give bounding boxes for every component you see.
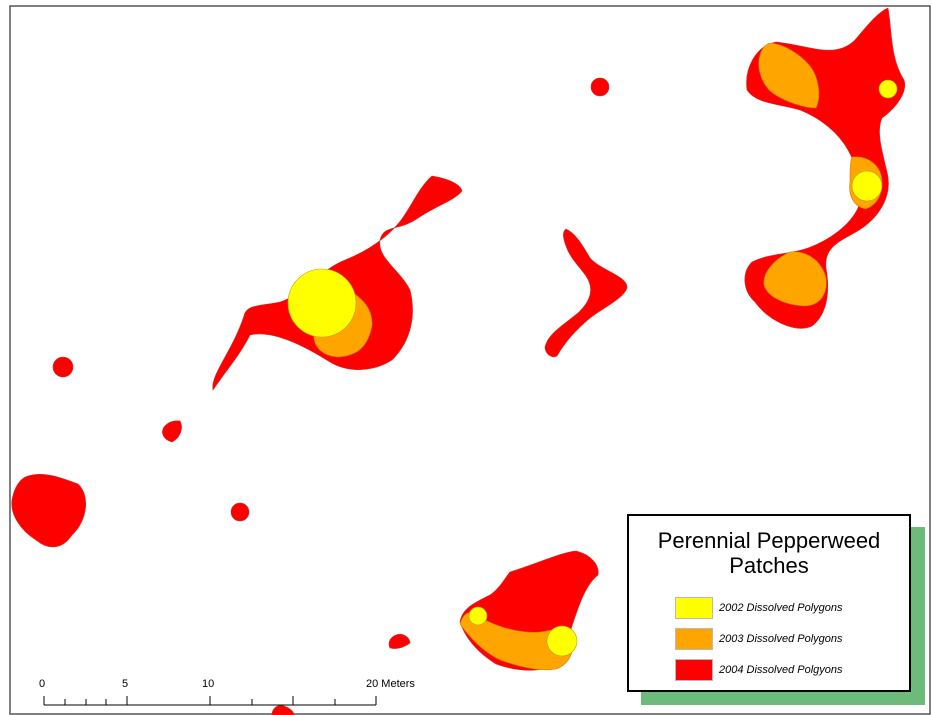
patch-2004-dot-west: [52, 356, 74, 378]
patch-2002-south-small: [468, 606, 488, 626]
patch-2004-bottom-edge: [271, 705, 295, 715]
legend-title: Perennial Pepperweed Patches: [629, 528, 909, 578]
legend-swatch-2004: [675, 659, 713, 681]
patch-2002-ne-middle: [851, 170, 883, 202]
scale-label-0: 0: [39, 678, 46, 690]
legend-label-2004: 2004 Dissolved Polgyons: [719, 664, 843, 676]
legend-item-2004: 2004 Dissolved Polgyons: [675, 658, 843, 682]
scale-label-20: 20 Meters: [366, 678, 415, 690]
patch-2002-ne-small: [878, 79, 898, 99]
patch-2004-dot-center: [230, 502, 250, 522]
legend-title-line1: Perennial Pepperweed: [657, 528, 881, 553]
map-border: [9, 5, 931, 715]
scale-bar-line: [43, 696, 377, 706]
scale-label-10: 10: [202, 678, 215, 690]
patch-2004-dot-north: [590, 77, 610, 97]
patch-2004-west-blob: [11, 473, 86, 548]
patch-2004-small-west: [162, 420, 182, 443]
legend-item-2002: 2002 Dissolved Polygons: [675, 596, 843, 620]
legend-swatch-2002: [675, 597, 713, 619]
legend: Perennial Pepperweed Patches 2002 Dissol…: [627, 514, 911, 692]
legend-label-2002: 2002 Dissolved Polygons: [719, 602, 843, 614]
legend-title-line2: Patches: [729, 553, 809, 578]
scale-label-5: 5: [122, 678, 129, 690]
patch-2004-small-south: [388, 633, 411, 649]
patch-2003-ne-top: [758, 42, 820, 109]
legend-item-2003: 2003 Dissolved Polygons: [675, 627, 843, 651]
patch-2002-south-right: [546, 625, 578, 657]
patch-2003-south: [459, 611, 574, 671]
patch-2003-ne-bottom: [763, 251, 827, 307]
legend-label-2003: 2003 Dissolved Polygons: [719, 633, 843, 645]
scale-bar: 0 5 10 20 Meters: [0, 670, 440, 715]
patch-2004-middle-cluster: [544, 228, 628, 358]
legend-swatch-2003: [675, 628, 713, 650]
patches-2002: [287, 79, 898, 657]
patch-2002-large: [287, 268, 357, 338]
